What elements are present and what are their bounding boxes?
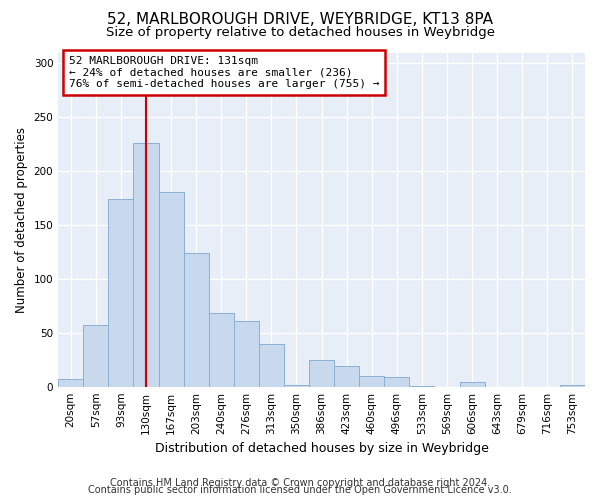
Bar: [284, 384, 309, 386]
Bar: [259, 344, 284, 386]
Bar: [560, 384, 585, 386]
Bar: [334, 366, 359, 386]
Y-axis label: Number of detached properties: Number of detached properties: [15, 126, 28, 312]
Bar: [83, 325, 109, 386]
Bar: [58, 379, 83, 386]
Text: Size of property relative to detached houses in Weybridge: Size of property relative to detached ho…: [106, 26, 494, 39]
Bar: [385, 377, 409, 386]
Bar: [460, 382, 485, 386]
Text: 52, MARLBOROUGH DRIVE, WEYBRIDGE, KT13 8PA: 52, MARLBOROUGH DRIVE, WEYBRIDGE, KT13 8…: [107, 12, 493, 28]
Bar: [133, 143, 158, 386]
Text: 52 MARLBOROUGH DRIVE: 131sqm
← 24% of detached houses are smaller (236)
76% of s: 52 MARLBOROUGH DRIVE: 131sqm ← 24% of de…: [69, 56, 379, 89]
Bar: [184, 253, 209, 386]
Bar: [158, 192, 184, 386]
X-axis label: Distribution of detached houses by size in Weybridge: Distribution of detached houses by size …: [155, 442, 488, 455]
Text: Contains HM Land Registry data © Crown copyright and database right 2024.: Contains HM Land Registry data © Crown c…: [110, 478, 490, 488]
Text: Contains public sector information licensed under the Open Government Licence v3: Contains public sector information licen…: [88, 485, 512, 495]
Bar: [359, 376, 385, 386]
Bar: [209, 314, 234, 386]
Bar: [109, 199, 133, 386]
Bar: [234, 321, 259, 386]
Bar: [309, 360, 334, 386]
